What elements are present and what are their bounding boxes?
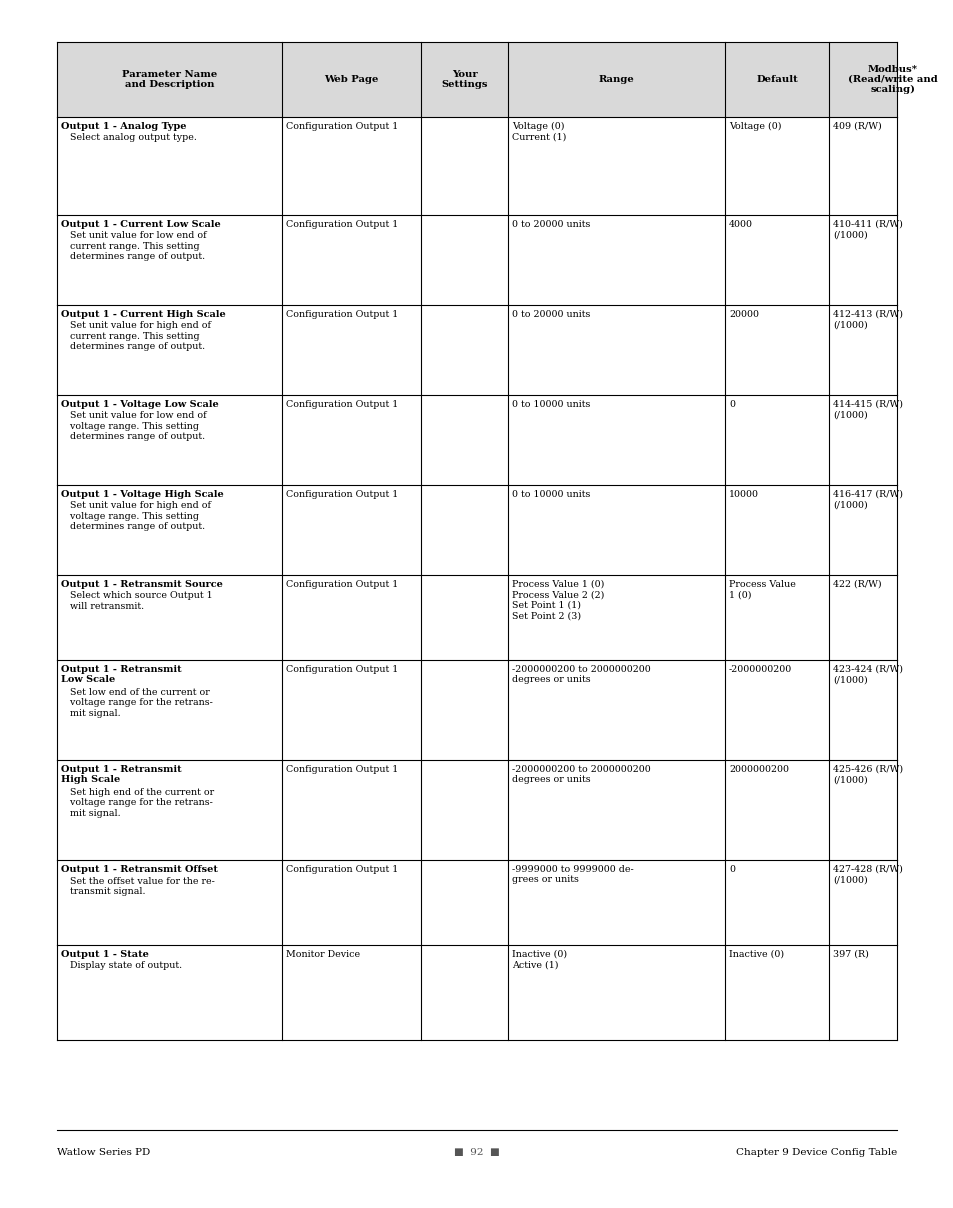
Text: Output 1 - State: Output 1 - State [61,949,149,959]
Bar [57,215,896,304]
Bar [57,42,896,117]
Text: Set high end of the current or
   voltage range for the retrans-
   mit signal.: Set high end of the current or voltage r… [61,788,213,818]
Text: Output 1 - Retransmit
High Scale: Output 1 - Retransmit High Scale [61,765,181,784]
Text: Configuration Output 1: Configuration Output 1 [286,490,397,499]
Text: -9999000 to 9999000 de-
grees or units: -9999000 to 9999000 de- grees or units [512,865,633,884]
Text: Output 1 - Current High Scale: Output 1 - Current High Scale [61,310,226,319]
Text: Monitor Device: Monitor Device [286,949,359,959]
Text: Parameter Name
and Description: Parameter Name and Description [122,70,217,89]
Text: -2000000200 to 2000000200
degrees or units: -2000000200 to 2000000200 degrees or uni… [512,765,650,784]
Text: Voltage (0)
Current (1): Voltage (0) Current (1) [512,122,566,141]
Text: Configuration Output 1: Configuration Output 1 [286,580,397,590]
Text: Configuration Output 1: Configuration Output 1 [286,400,397,410]
Text: Configuration Output 1: Configuration Output 1 [286,765,397,774]
Text: 10000: 10000 [728,490,759,499]
Text: 4000: 4000 [728,220,752,230]
Text: Configuration Output 1: Configuration Output 1 [286,664,397,674]
Bar [57,117,896,215]
Text: Set unit value for low end of
   current range. This setting
   determines range: Set unit value for low end of current ra… [61,232,207,261]
Text: 416-417 (R/W)
(/1000): 416-417 (R/W) (/1000) [832,490,902,510]
Text: 20000: 20000 [728,310,759,319]
Text: Web Page: Web Page [324,75,378,85]
Text: 0 to 10000 units: 0 to 10000 units [512,400,590,410]
Text: 0 to 20000 units: 0 to 20000 units [512,310,590,319]
Text: 409 (R/W): 409 (R/W) [832,122,881,130]
Text: Set the offset value for the re-
   transmit signal.: Set the offset value for the re- transmi… [61,877,214,896]
Text: 412-413 (R/W)
(/1000): 412-413 (R/W) (/1000) [832,310,902,330]
Text: Process Value 1 (0)
Process Value 2 (2)
Set Point 1 (1)
Set Point 2 (3): Process Value 1 (0) Process Value 2 (2) … [512,580,604,620]
Text: Output 1 - Retransmit Offset: Output 1 - Retransmit Offset [61,865,217,875]
Text: Output 1 - Retransmit Source: Output 1 - Retransmit Source [61,580,223,590]
Text: Set unit value for high end of
   voltage range. This setting
   determines rang: Set unit value for high end of voltage r… [61,501,211,532]
Bar [57,575,896,660]
Bar [57,304,896,395]
Text: Set low end of the current or
   voltage range for the retrans-
   mit signal.: Set low end of the current or voltage ra… [61,689,213,718]
Text: Process Value
1 (0): Process Value 1 (0) [728,580,795,599]
Text: Range: Range [598,75,634,85]
Text: Inactive (0)
Active (1): Inactive (0) Active (1) [512,949,566,969]
Text: -2000000200: -2000000200 [728,664,791,674]
Text: Select analog output type.: Select analog output type. [61,134,196,143]
Text: 427-428 (R/W)
(/1000): 427-428 (R/W) (/1000) [832,865,902,884]
Text: Set unit value for low end of
   voltage range. This setting
   determines range: Set unit value for low end of voltage ra… [61,412,207,441]
Bar [57,484,896,575]
Text: 0 to 10000 units: 0 to 10000 units [512,490,590,499]
Text: 397 (R): 397 (R) [832,949,868,959]
Text: Default: Default [756,75,797,85]
Bar [57,760,896,860]
Text: Output 1 - Voltage High Scale: Output 1 - Voltage High Scale [61,490,224,499]
Text: -2000000200 to 2000000200
degrees or units: -2000000200 to 2000000200 degrees or uni… [512,664,650,685]
Text: Output 1 - Current Low Scale: Output 1 - Current Low Scale [61,220,220,230]
Text: Configuration Output 1: Configuration Output 1 [286,220,397,230]
Text: Watlow Series PD: Watlow Series PD [57,1148,150,1157]
Text: 423-424 (R/W)
(/1000): 423-424 (R/W) (/1000) [832,664,902,685]
Bar [57,860,896,945]
Text: Voltage (0): Voltage (0) [728,122,781,132]
Text: 0: 0 [728,400,734,410]
Text: Output 1 - Retransmit
Low Scale: Output 1 - Retransmit Low Scale [61,664,181,685]
Text: 414-415 (R/W)
(/1000): 414-415 (R/W) (/1000) [832,400,902,419]
Text: Inactive (0): Inactive (0) [728,949,783,959]
Text: Configuration Output 1: Configuration Output 1 [286,310,397,319]
Text: 425-426 (R/W)
(/1000): 425-426 (R/W) (/1000) [832,765,902,784]
Text: Modbus*
(Read/write and
scaling): Modbus* (Read/write and scaling) [847,64,937,94]
Text: 2000000200: 2000000200 [728,765,788,774]
Text: 422 (R/W): 422 (R/W) [832,580,881,590]
Text: Output 1 - Voltage Low Scale: Output 1 - Voltage Low Scale [61,400,218,410]
Text: Your
Settings: Your Settings [441,70,487,89]
Text: Configuration Output 1: Configuration Output 1 [286,865,397,875]
Text: 410-411 (R/W)
(/1000): 410-411 (R/W) (/1000) [832,220,902,239]
Text: ■  92  ■: ■ 92 ■ [454,1148,499,1157]
Bar [57,660,896,760]
Text: Select which source Output 1
   will retransmit.: Select which source Output 1 will retran… [61,592,213,611]
Text: Chapter 9 Device Config Table: Chapter 9 Device Config Table [735,1148,896,1157]
Text: Output 1 - Analog Type: Output 1 - Analog Type [61,122,186,130]
Text: Configuration Output 1: Configuration Output 1 [286,122,397,130]
Text: Display state of output.: Display state of output. [61,962,182,970]
Bar [57,945,896,1040]
Text: 0 to 20000 units: 0 to 20000 units [512,220,590,230]
Bar [57,395,896,484]
Text: 0: 0 [728,865,734,875]
Text: Set unit value for high end of
   current range. This setting
   determines rang: Set unit value for high end of current r… [61,321,211,352]
